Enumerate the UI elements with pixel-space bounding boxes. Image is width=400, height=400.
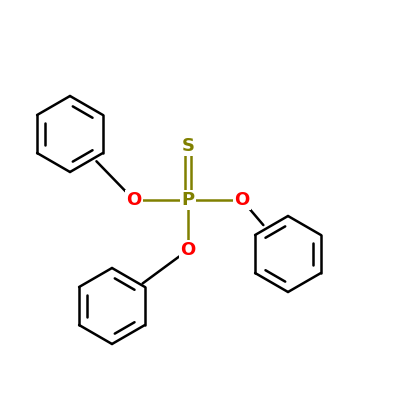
Text: O: O — [180, 241, 196, 259]
Text: P: P — [182, 191, 194, 209]
Text: O: O — [234, 191, 250, 209]
Text: O: O — [126, 191, 142, 209]
Text: S: S — [182, 137, 194, 155]
